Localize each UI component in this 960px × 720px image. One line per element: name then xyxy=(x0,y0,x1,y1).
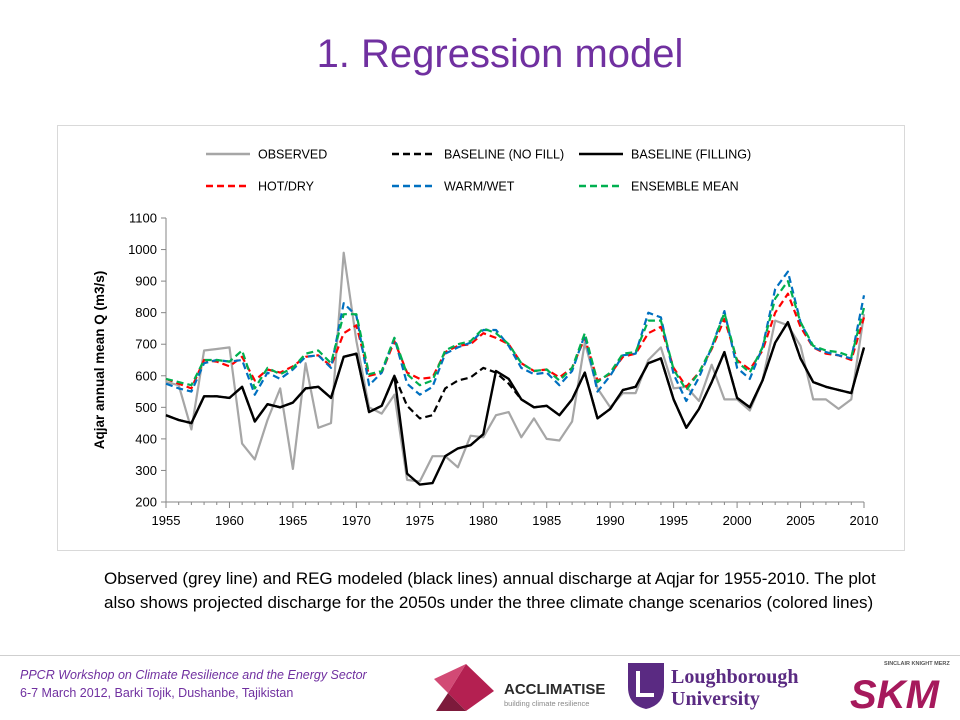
skm-full-name: SINCLAIR KNIGHT MERZ xyxy=(884,661,950,667)
x-tick-label: 2005 xyxy=(786,513,815,528)
acclimatise-mark-icon xyxy=(448,664,494,711)
legend-label-1: BASELINE (NO FILL) xyxy=(444,148,564,162)
y-tick-label: 200 xyxy=(135,495,157,510)
x-tick-label: 2000 xyxy=(723,513,752,528)
footer-event-name: PPCR Workshop on Climate Resilience and … xyxy=(20,668,367,682)
y-tick-label: 600 xyxy=(135,368,157,383)
x-tick-label: 1980 xyxy=(469,513,498,528)
chart-caption: Observed (grey line) and REG modeled (bl… xyxy=(104,569,876,612)
y-tick-label: 700 xyxy=(135,337,157,352)
y-tick-label: 300 xyxy=(135,463,157,478)
chart-canvas: 200 300 400 500 600 700 800 900 1000 1100 1955 1960… xyxy=(92,148,879,529)
y-tick-label: 900 xyxy=(135,274,157,289)
legend-label-5: ENSEMBLE MEAN xyxy=(631,180,739,194)
legend-label-0: OBSERVED xyxy=(258,148,327,162)
x-tick-label: 1955 xyxy=(152,513,181,528)
loughborough-university: University xyxy=(671,688,760,710)
loughborough-shield-icon xyxy=(628,663,664,709)
x-tick-label: 1965 xyxy=(278,513,307,528)
x-tick-label: 1970 xyxy=(342,513,371,528)
y-tick-label: 400 xyxy=(135,431,157,446)
series-line-2 xyxy=(165,320,866,486)
series-line-3 xyxy=(165,292,866,390)
skm-logo: SINCLAIR KNIGHT MERZ SKM xyxy=(826,656,956,716)
y-tick-label: 800 xyxy=(135,305,157,320)
legend-label-4: WARM/WET xyxy=(444,180,515,194)
legend-label-3: HOT/DRY xyxy=(258,180,315,194)
page-title: 1. Regression model xyxy=(316,32,684,76)
legend-label-2: BASELINE (FILLING) xyxy=(631,148,751,162)
skm-wordmark: SKM xyxy=(850,673,941,716)
y-tick-label: 500 xyxy=(135,400,157,415)
series-line-0 xyxy=(165,251,866,483)
acclimatise-logo: ACCLIMATISE building climate resilience xyxy=(432,661,612,713)
footer-divider xyxy=(0,655,960,656)
x-tick-label: 1995 xyxy=(659,513,688,528)
acclimatise-name: ACCLIMATISE xyxy=(504,681,605,698)
discharge-chart: 200 300 400 500 600 700 800 900 1000 1100 1955 1960… xyxy=(57,125,905,551)
footer-event-date: 6-7 March 2012, Barki Tojik, Dushanbe, T… xyxy=(20,686,294,700)
x-tick-label: 1960 xyxy=(215,513,244,528)
loughborough-name: Loughborough xyxy=(671,666,798,688)
series-line-4 xyxy=(165,270,866,403)
x-tick-label: 1975 xyxy=(405,513,434,528)
y-axis-title: Aqjar annual mean Q (m3/s) xyxy=(92,271,107,450)
x-tick-label: 1990 xyxy=(596,513,625,528)
y-tick-label: 1100 xyxy=(129,211,157,226)
acclimatise-tagline: building climate resilience xyxy=(504,699,589,708)
loughborough-logo: Loughborough University xyxy=(626,661,826,711)
series-line-5 xyxy=(165,280,866,392)
x-tick-label: 2010 xyxy=(850,513,879,528)
x-tick-label: 1985 xyxy=(532,513,561,528)
y-tick-label: 1000 xyxy=(128,242,157,257)
